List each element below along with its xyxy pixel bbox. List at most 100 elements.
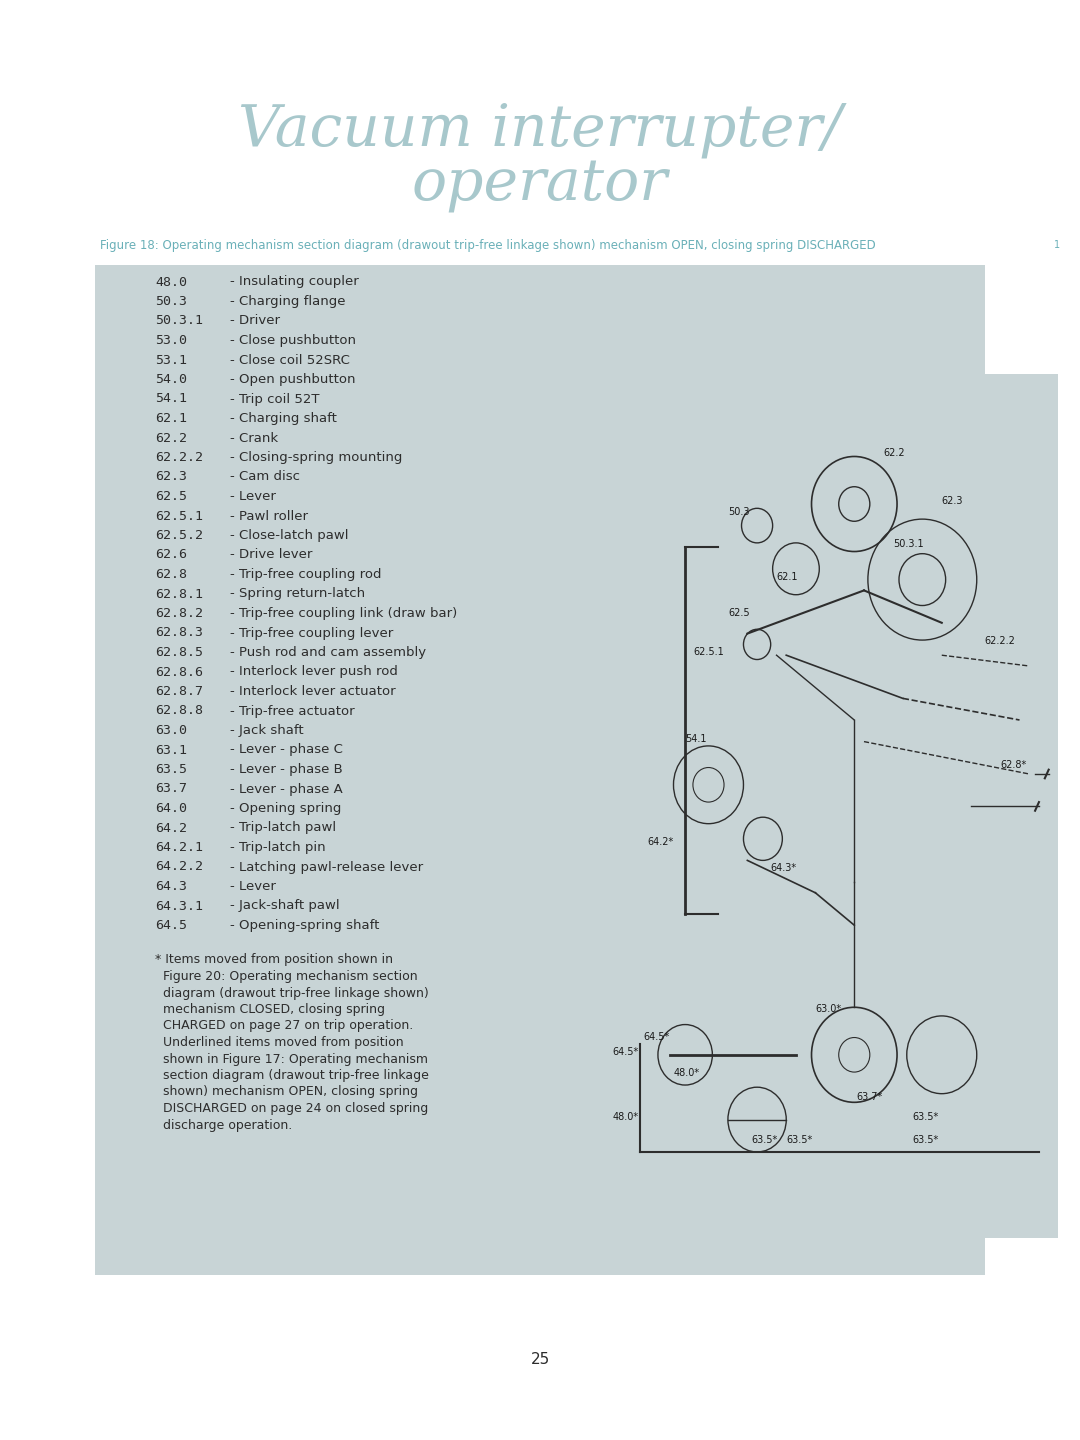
Text: - Trip-latch pin: - Trip-latch pin bbox=[230, 841, 326, 854]
Text: shown in Figure 17: Operating mechanism: shown in Figure 17: Operating mechanism bbox=[156, 1053, 428, 1066]
Text: - Close-latch pawl: - Close-latch pawl bbox=[230, 528, 349, 541]
Text: 62.8.1: 62.8.1 bbox=[156, 588, 203, 600]
Text: 62.2.2: 62.2.2 bbox=[985, 636, 1015, 647]
Text: - Lever: - Lever bbox=[230, 490, 275, 503]
Text: 63.0*: 63.0* bbox=[815, 1004, 841, 1014]
Text: section diagram (drawout trip-free linkage: section diagram (drawout trip-free linka… bbox=[156, 1068, 429, 1081]
Text: 48.0: 48.0 bbox=[156, 275, 187, 288]
Text: - Opening-spring shaft: - Opening-spring shaft bbox=[230, 919, 379, 932]
Text: - Close coil 52SRC: - Close coil 52SRC bbox=[230, 353, 350, 367]
Text: 50.3: 50.3 bbox=[156, 295, 187, 308]
Text: Figure 18: Operating mechanism section diagram (drawout trip-free linkage shown): Figure 18: Operating mechanism section d… bbox=[100, 239, 876, 252]
Text: 50.3.1: 50.3.1 bbox=[156, 314, 203, 327]
Text: 62.8.2: 62.8.2 bbox=[156, 608, 203, 621]
Text: - Trip coil 52T: - Trip coil 52T bbox=[230, 393, 320, 406]
Text: diagram (drawout trip-free linkage shown): diagram (drawout trip-free linkage shown… bbox=[156, 986, 429, 999]
Text: 62.2: 62.2 bbox=[156, 432, 187, 445]
Text: 63.5*: 63.5* bbox=[913, 1135, 939, 1145]
Text: 62.8.5: 62.8.5 bbox=[156, 647, 203, 660]
Text: 62.2: 62.2 bbox=[883, 448, 905, 458]
Text: 62.2.2: 62.2.2 bbox=[156, 451, 203, 464]
Text: 62.3: 62.3 bbox=[156, 471, 187, 484]
Text: * Items moved from position shown in: * Items moved from position shown in bbox=[156, 953, 393, 966]
Text: - Lever - phase C: - Lever - phase C bbox=[230, 743, 342, 756]
Text: - Trip-free actuator: - Trip-free actuator bbox=[230, 704, 354, 717]
Text: 64.3.1: 64.3.1 bbox=[156, 900, 203, 913]
Text: 54.1: 54.1 bbox=[685, 733, 706, 743]
Text: - Trip-free coupling link (draw bar): - Trip-free coupling link (draw bar) bbox=[230, 608, 457, 621]
Text: 64.0: 64.0 bbox=[156, 802, 187, 815]
Text: 62.5: 62.5 bbox=[156, 490, 187, 503]
Text: 62.8: 62.8 bbox=[156, 567, 187, 580]
Text: 62.8.7: 62.8.7 bbox=[156, 685, 203, 698]
Text: - Lever - phase A: - Lever - phase A bbox=[230, 782, 342, 795]
Text: 25: 25 bbox=[530, 1352, 550, 1368]
Text: 62.5.1: 62.5.1 bbox=[693, 647, 724, 657]
Text: 62.3: 62.3 bbox=[942, 495, 963, 505]
Text: 50.3.1: 50.3.1 bbox=[893, 539, 923, 549]
Text: 63.5: 63.5 bbox=[156, 763, 187, 776]
Text: 64.2: 64.2 bbox=[156, 821, 187, 835]
Text: - Trip-free coupling lever: - Trip-free coupling lever bbox=[230, 626, 393, 639]
Text: 62.1: 62.1 bbox=[777, 572, 798, 582]
Text: - Drive lever: - Drive lever bbox=[230, 549, 312, 562]
Text: - Jack shaft: - Jack shaft bbox=[230, 724, 303, 737]
Text: - Charging shaft: - Charging shaft bbox=[230, 412, 337, 425]
Text: - Jack-shaft pawl: - Jack-shaft pawl bbox=[230, 900, 339, 913]
Text: 50.3: 50.3 bbox=[728, 507, 750, 517]
Text: - Opening spring: - Opening spring bbox=[230, 802, 341, 815]
Text: 63.7*: 63.7* bbox=[856, 1092, 882, 1102]
Text: - Closing-spring mounting: - Closing-spring mounting bbox=[230, 451, 403, 464]
Text: 64.3: 64.3 bbox=[156, 880, 187, 893]
Text: - Spring return-latch: - Spring return-latch bbox=[230, 588, 365, 600]
Text: 63.5*: 63.5* bbox=[913, 1112, 939, 1122]
Text: 54.0: 54.0 bbox=[156, 373, 187, 386]
Text: 63.5*: 63.5* bbox=[786, 1135, 812, 1145]
Text: - Trip-free coupling rod: - Trip-free coupling rod bbox=[230, 567, 381, 580]
Text: 62.6: 62.6 bbox=[156, 549, 187, 562]
Text: Underlined items moved from position: Underlined items moved from position bbox=[156, 1035, 404, 1048]
Text: - Open pushbutton: - Open pushbutton bbox=[230, 373, 355, 386]
Text: - Close pushbutton: - Close pushbutton bbox=[230, 334, 356, 347]
Text: - Pawl roller: - Pawl roller bbox=[230, 510, 308, 523]
Text: - Latching pawl-release lever: - Latching pawl-release lever bbox=[230, 861, 423, 874]
Text: - Cam disc: - Cam disc bbox=[230, 471, 300, 484]
Text: 53.0: 53.0 bbox=[156, 334, 187, 347]
Text: 63.7: 63.7 bbox=[156, 782, 187, 795]
Text: 62.8*: 62.8* bbox=[1000, 759, 1026, 769]
Text: - Crank: - Crank bbox=[230, 432, 279, 445]
Text: 62.8.3: 62.8.3 bbox=[156, 626, 203, 639]
Text: 54.1: 54.1 bbox=[156, 393, 187, 406]
Text: - Push rod and cam assembly: - Push rod and cam assembly bbox=[230, 647, 427, 660]
Text: mechanism CLOSED, closing spring: mechanism CLOSED, closing spring bbox=[156, 1004, 384, 1017]
Text: 62.1: 62.1 bbox=[156, 412, 187, 425]
Text: - Trip-latch pawl: - Trip-latch pawl bbox=[230, 821, 336, 835]
Text: Vacuum interrupter/: Vacuum interrupter/ bbox=[238, 102, 842, 158]
Text: - Interlock lever actuator: - Interlock lever actuator bbox=[230, 685, 395, 698]
Text: 53.1: 53.1 bbox=[156, 353, 187, 367]
Text: 64.2.2: 64.2.2 bbox=[156, 861, 203, 874]
Text: DISCHARGED on page 24 on closed spring: DISCHARGED on page 24 on closed spring bbox=[156, 1102, 429, 1115]
Text: 62.5.1: 62.5.1 bbox=[156, 510, 203, 523]
Text: 48.0*: 48.0* bbox=[674, 1068, 700, 1079]
Text: - Insulating coupler: - Insulating coupler bbox=[230, 275, 359, 288]
Text: - Charging flange: - Charging flange bbox=[230, 295, 346, 308]
Text: 64.2.1: 64.2.1 bbox=[156, 841, 203, 854]
Text: 1: 1 bbox=[1054, 240, 1059, 251]
Text: operator: operator bbox=[411, 157, 669, 213]
FancyBboxPatch shape bbox=[95, 265, 985, 1274]
Text: 64.5: 64.5 bbox=[156, 919, 187, 932]
Text: 48.0*: 48.0* bbox=[612, 1112, 638, 1122]
Text: 64.2*: 64.2* bbox=[647, 837, 674, 847]
Text: 64.3*: 64.3* bbox=[771, 863, 797, 873]
Text: shown) mechanism OPEN, closing spring: shown) mechanism OPEN, closing spring bbox=[156, 1086, 418, 1099]
Text: 62.5: 62.5 bbox=[728, 608, 750, 618]
Text: - Interlock lever push rod: - Interlock lever push rod bbox=[230, 665, 397, 678]
Text: - Driver: - Driver bbox=[230, 314, 280, 327]
Text: 63.0: 63.0 bbox=[156, 724, 187, 737]
Text: 63.1: 63.1 bbox=[156, 743, 187, 756]
Text: Figure 20: Operating mechanism section: Figure 20: Operating mechanism section bbox=[156, 971, 418, 984]
Text: discharge operation.: discharge operation. bbox=[156, 1119, 293, 1132]
Text: 63.5*: 63.5* bbox=[752, 1135, 778, 1145]
Text: - Lever: - Lever bbox=[230, 880, 275, 893]
